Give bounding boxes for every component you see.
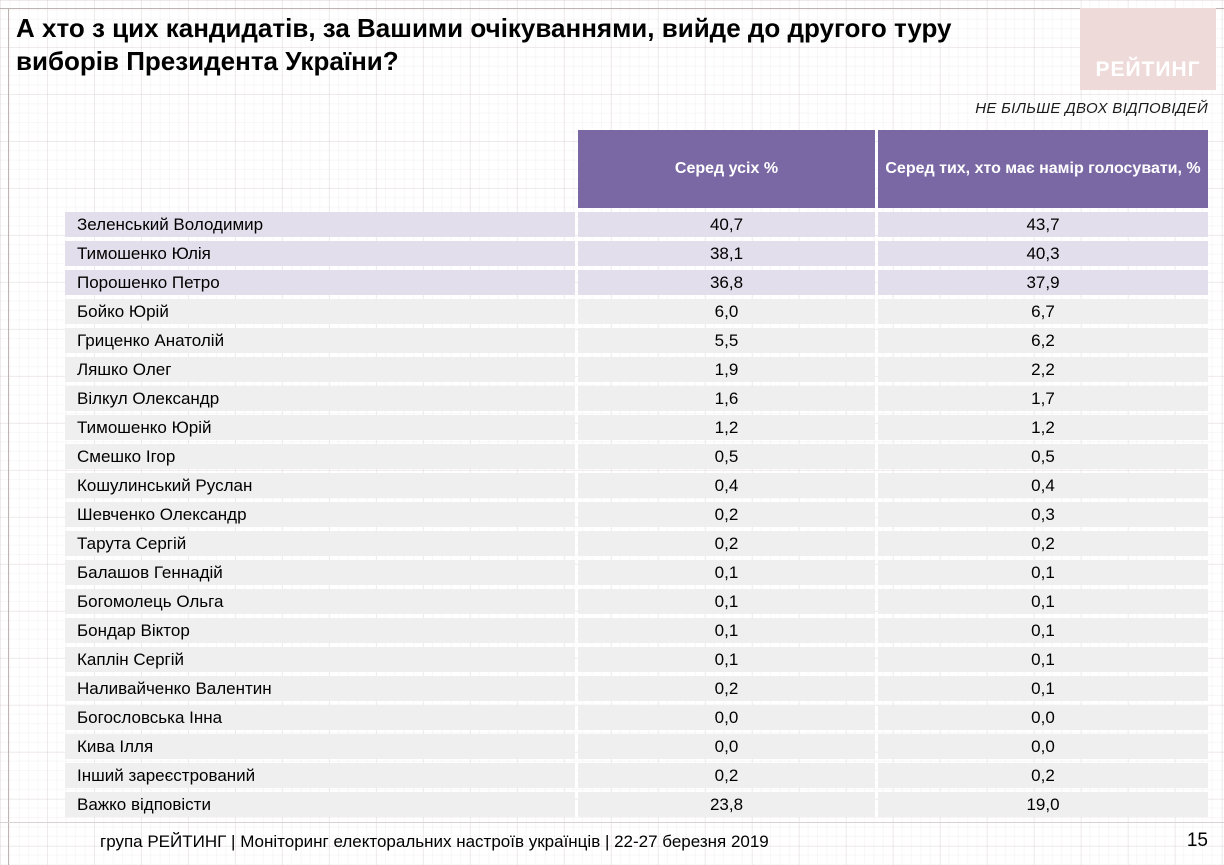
table-row: Шевченко Олександр 0,2 0,3 — [65, 502, 1208, 527]
table-row: Тимошенко Юрій 1,2 1,2 — [65, 415, 1208, 440]
value-among-voters: 43,7 — [878, 212, 1208, 237]
candidate-name: Бондар Віктор — [65, 618, 575, 643]
value-among-voters: 0,5 — [878, 444, 1208, 469]
candidate-name: Тимошенко Юрій — [65, 415, 575, 440]
value-among-voters: 0,4 — [878, 473, 1208, 498]
candidate-name: Бойко Юрій — [65, 299, 575, 324]
table-row: Важко відповісти 23,8 19,0 — [65, 792, 1208, 817]
value-among-all: 0,5 — [578, 444, 875, 469]
value-among-all: 0,1 — [578, 618, 875, 643]
column-header-among-voters: Серед тих, хто має намір голосувати, % — [878, 130, 1208, 208]
value-among-voters: 19,0 — [878, 792, 1208, 817]
value-among-all: 0,2 — [578, 676, 875, 701]
page-number: 15 — [1186, 830, 1208, 851]
value-among-voters: 40,3 — [878, 241, 1208, 266]
candidate-name: Ляшко Олег — [65, 357, 575, 382]
value-among-voters: 0,2 — [878, 763, 1208, 788]
value-among-all: 0,4 — [578, 473, 875, 498]
table-header: Серед усіх % Серед тих, хто має намір го… — [0, 130, 1224, 208]
top-rule — [0, 8, 1224, 9]
value-among-voters: 0,1 — [878, 560, 1208, 585]
value-among-voters: 0,1 — [878, 647, 1208, 672]
table-row: Бондар Віктор 0,1 0,1 — [65, 618, 1208, 643]
answers-limit-note: НЕ БІЛЬШЕ ДВОХ ВІДПОВІДЕЙ — [975, 100, 1208, 117]
table-row: Кошулинський Руслан 0,4 0,4 — [65, 473, 1208, 498]
value-among-voters: 37,9 — [878, 270, 1208, 295]
value-among-all: 0,2 — [578, 763, 875, 788]
candidate-name: Шевченко Олександр — [65, 502, 575, 527]
table-row: Тарута Сергій 0,2 0,2 — [65, 531, 1208, 556]
candidate-name: Гриценко Анатолій — [65, 328, 575, 353]
table-row: Тимошенко Юлія 38,1 40,3 — [65, 241, 1208, 266]
table-row: Порошенко Петро 36,8 37,9 — [65, 270, 1208, 295]
candidate-name: Балашов Геннадій — [65, 560, 575, 585]
rating-logo-text: РЕЙТИНГ — [1095, 58, 1201, 81]
footer-caption: група РЕЙТИНГ | Моніторинг електоральних… — [100, 832, 769, 851]
value-among-voters: 1,7 — [878, 386, 1208, 411]
candidate-name: Тимошенко Юлія — [65, 241, 575, 266]
value-among-all: 1,9 — [578, 357, 875, 382]
results-table: Зеленський Володимир 40,7 43,7 Тимошенко… — [65, 212, 1208, 821]
candidate-name: Богомолець Ольга — [65, 589, 575, 614]
value-among-voters: 0,3 — [878, 502, 1208, 527]
table-row: Зеленський Володимир 40,7 43,7 — [65, 212, 1208, 237]
value-among-voters: 6,7 — [878, 299, 1208, 324]
value-among-voters: 0,0 — [878, 705, 1208, 730]
value-among-all: 0,2 — [578, 502, 875, 527]
table-row: Кива Ілля 0,0 0,0 — [65, 734, 1208, 759]
value-among-all: 40,7 — [578, 212, 875, 237]
value-among-all: 5,5 — [578, 328, 875, 353]
candidate-name: Каплін Сергій — [65, 647, 575, 672]
value-among-voters: 6,2 — [878, 328, 1208, 353]
table-row: Каплін Сергій 0,1 0,1 — [65, 647, 1208, 672]
candidate-name: Наливайченко Валентин — [65, 676, 575, 701]
table-row: Наливайченко Валентин 0,2 0,1 — [65, 676, 1208, 701]
candidate-name: Важко відповісти — [65, 792, 575, 817]
page-title: А хто з цих кандидатів, за Вашими очікув… — [16, 13, 952, 76]
table-row: Богомолець Ольга 0,1 0,1 — [65, 589, 1208, 614]
value-among-all: 1,2 — [578, 415, 875, 440]
candidate-name: Кошулинський Руслан — [65, 473, 575, 498]
rating-group-logo: РЕЙТИНГ — [1080, 8, 1216, 90]
left-rule — [8, 8, 9, 865]
value-among-all: 1,6 — [578, 386, 875, 411]
value-among-all: 0,0 — [578, 734, 875, 759]
value-among-voters: 0,0 — [878, 734, 1208, 759]
candidate-name: Смешко Ігор — [65, 444, 575, 469]
value-among-voters: 0,1 — [878, 618, 1208, 643]
footer-rule — [0, 822, 1224, 823]
value-among-voters: 0,1 — [878, 589, 1208, 614]
candidate-name: Богословська Інна — [65, 705, 575, 730]
candidate-name: Вілкул Олександр — [65, 386, 575, 411]
value-among-all: 0,2 — [578, 531, 875, 556]
table-row: Інший зареєстрований 0,2 0,2 — [65, 763, 1208, 788]
column-header-among-all: Серед усіх % — [578, 130, 875, 208]
value-among-voters: 0,2 — [878, 531, 1208, 556]
table-row: Вілкул Олександр 1,6 1,7 — [65, 386, 1208, 411]
value-among-all: 0,1 — [578, 589, 875, 614]
table-row: Бойко Юрій 6,0 6,7 — [65, 299, 1208, 324]
table-row: Балашов Геннадій 0,1 0,1 — [65, 560, 1208, 585]
table-row: Ляшко Олег 1,9 2,2 — [65, 357, 1208, 382]
value-among-all: 23,8 — [578, 792, 875, 817]
candidate-name: Порошенко Петро — [65, 270, 575, 295]
value-among-all: 0,1 — [578, 647, 875, 672]
table-row: Богословська Інна 0,0 0,0 — [65, 705, 1208, 730]
candidate-name: Зеленський Володимир — [65, 212, 575, 237]
value-among-voters: 0,1 — [878, 676, 1208, 701]
table-row: Гриценко Анатолій 5,5 6,2 — [65, 328, 1208, 353]
value-among-all: 36,8 — [578, 270, 875, 295]
table-row: Смешко Ігор 0,5 0,5 — [65, 444, 1208, 469]
value-among-all: 0,1 — [578, 560, 875, 585]
value-among-all: 6,0 — [578, 299, 875, 324]
value-among-voters: 2,2 — [878, 357, 1208, 382]
value-among-all: 0,0 — [578, 705, 875, 730]
candidate-name: Тарута Сергій — [65, 531, 575, 556]
candidate-name: Інший зареєстрований — [65, 763, 575, 788]
value-among-all: 38,1 — [578, 241, 875, 266]
candidate-name: Кива Ілля — [65, 734, 575, 759]
value-among-voters: 1,2 — [878, 415, 1208, 440]
